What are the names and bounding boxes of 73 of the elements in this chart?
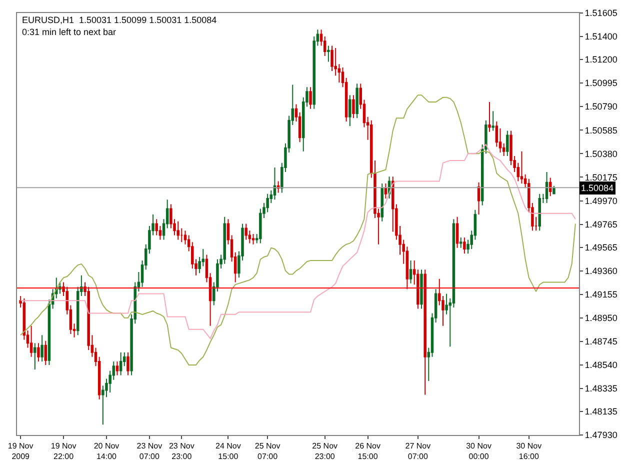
y-tick-label: 1.49765	[584, 219, 618, 230]
candlestick	[273, 166, 276, 200]
x-tick-label: 26 Nov 15:00	[355, 442, 380, 461]
y-tick-label: 1.48135	[584, 406, 618, 417]
x-tick-label: 20 Nov 14:00	[94, 442, 120, 461]
ref-line-label: 1.50084	[581, 183, 614, 193]
candlestick	[330, 45, 334, 72]
text: 0:31 min left to next bar	[22, 27, 116, 37]
candlestick	[126, 352, 130, 376]
candlestick	[463, 236, 466, 254]
candlestick	[40, 334, 44, 362]
candlestick	[356, 83, 358, 119]
y-tick-label: 1.47930	[584, 430, 618, 440]
y-tick-label: 1.50585	[584, 125, 618, 136]
candlestick	[552, 185, 556, 194]
y-tick-label: 1.49360	[584, 266, 618, 276]
x-tick-label: 25 Nov 07:00	[254, 442, 280, 461]
candlestick	[34, 342, 36, 370]
candlestick	[327, 45, 330, 62]
x-tick-label: 30 Nov 00:00	[466, 442, 492, 461]
candlestick	[37, 342, 40, 362]
candlestick	[488, 101, 491, 132]
y-tick-label: 1.49155	[584, 289, 618, 300]
candlestick	[545, 172, 548, 204]
x-tick-label: 24 Nov 15:00	[216, 442, 241, 461]
candlestick	[477, 182, 480, 216]
candlestick	[520, 150, 524, 184]
candlestick	[409, 260, 412, 284]
y-tick-label: 1.50995	[584, 78, 618, 88]
y-tick-label: 1.48950	[584, 313, 618, 324]
x-tick-label: 25 Nov 23:00	[312, 442, 338, 461]
candlestick	[119, 352, 122, 376]
candlestick	[380, 183, 384, 222]
y-tick-label: 1.50790	[584, 102, 618, 112]
candlestick	[155, 218, 158, 236]
candlestick	[352, 94, 355, 119]
candlestick	[176, 220, 180, 240]
candlestick	[384, 183, 388, 199]
candlestick	[420, 269, 423, 310]
line-series	[20, 144, 576, 340]
candlestick	[506, 130, 509, 156]
candlestick	[348, 94, 352, 127]
candlestick	[460, 236, 462, 248]
x-tick-label: 23 Nov 07:00	[136, 442, 162, 461]
candlestick	[30, 325, 33, 358]
y-tick-label: 1.50380	[584, 148, 618, 159]
x-tick-label: 27 Nov 07:00	[405, 442, 431, 461]
y-tick-label: 1.50175	[584, 172, 618, 182]
candlestick	[538, 193, 541, 232]
y-tick-label: 1.51605	[584, 8, 618, 18]
candlestick	[223, 216, 226, 264]
y-tick-label: 1.51400	[584, 32, 618, 42]
chart-title: EURUSD,H1 1.50031 1.50099 1.50031 1.50084	[22, 15, 217, 25]
candlestick	[44, 340, 48, 366]
y-tick-label: 1.51200	[584, 54, 618, 65]
x-tick-label: 30 Nov 16:00	[516, 442, 542, 461]
y-tick-label: 1.48540	[584, 360, 618, 370]
x-tick-label: 19 Nov 2009	[8, 442, 34, 461]
candlestick	[252, 234, 255, 245]
candlestick	[548, 177, 552, 197]
y-tick-label: 1.49565	[584, 242, 618, 252]
y-tick-label: 1.48745	[584, 336, 618, 347]
line-series	[20, 94, 576, 366]
y-tick-label: 1.49970	[584, 196, 618, 206]
candlestick	[309, 86, 312, 110]
candlestick	[116, 361, 119, 376]
candlestick	[492, 110, 494, 132]
candlestick	[244, 223, 248, 240]
x-tick-label: 19 Nov 22:00	[50, 442, 76, 461]
candlestick	[424, 269, 426, 396]
candlestick	[456, 216, 459, 248]
x-tick-label: 23 Nov 23:00	[168, 442, 194, 461]
y-tick-label: 1.48335	[584, 384, 618, 394]
